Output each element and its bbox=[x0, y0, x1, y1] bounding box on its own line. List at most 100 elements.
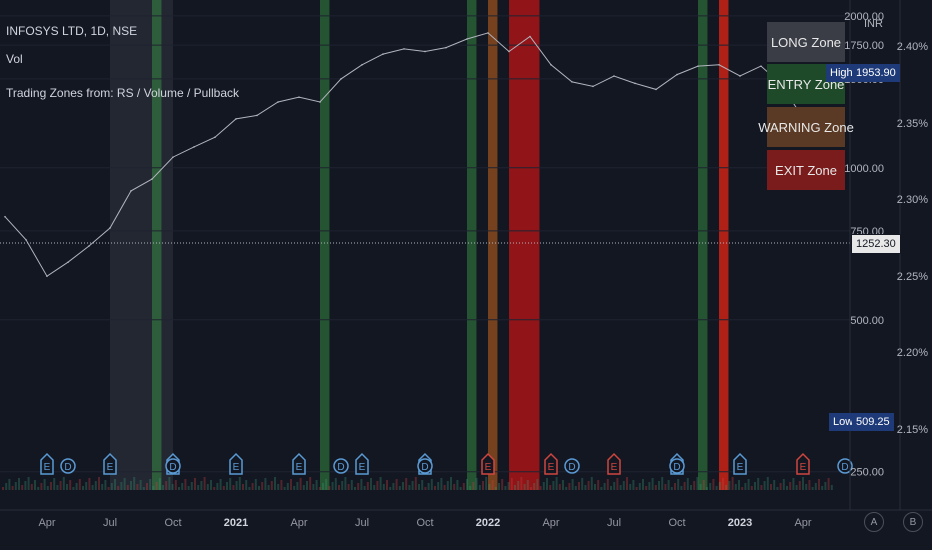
price-point bbox=[193, 146, 195, 148]
svg-text:D: D bbox=[673, 462, 680, 473]
volume-bar bbox=[491, 480, 494, 490]
price-tick-label: 500.00 bbox=[850, 315, 884, 327]
volume-indicator-label[interactable]: Vol bbox=[6, 52, 23, 66]
volume-bar bbox=[62, 477, 65, 490]
volume-bar bbox=[715, 486, 718, 490]
volume-bar bbox=[123, 478, 126, 490]
earnings-marker[interactable]: E bbox=[481, 452, 495, 475]
volume-bar bbox=[37, 487, 40, 490]
symbol-title[interactable]: INFOSYS LTD, 1D, NSE bbox=[6, 24, 138, 38]
price-point bbox=[571, 81, 573, 83]
volume-bar bbox=[110, 483, 113, 490]
volume-bar bbox=[152, 486, 155, 490]
dividend-marker[interactable]: D bbox=[60, 458, 76, 474]
volume-bar bbox=[14, 482, 17, 490]
price-point bbox=[88, 245, 90, 247]
trading-zones-indicator-label[interactable]: Trading Zones from: RS / Volume / Pullba… bbox=[6, 86, 239, 100]
volume-bar bbox=[117, 486, 120, 490]
volume-bar bbox=[270, 481, 273, 490]
svg-text:D: D bbox=[841, 462, 848, 473]
volume-bar bbox=[437, 482, 440, 490]
volume-bar bbox=[453, 484, 456, 490]
volume-bar bbox=[581, 478, 584, 490]
price-point bbox=[67, 261, 69, 264]
volume-bar bbox=[526, 480, 529, 490]
volume-bar bbox=[178, 487, 180, 490]
earnings-marker[interactable]: E bbox=[292, 452, 306, 475]
price-point bbox=[445, 46, 447, 49]
time-tick-label: 2021 bbox=[224, 517, 248, 529]
dividend-marker[interactable]: D bbox=[837, 458, 853, 474]
volume-bar bbox=[414, 477, 417, 490]
pct-tick-label: 2.25% bbox=[897, 271, 928, 283]
dividend-marker[interactable]: D bbox=[165, 458, 181, 474]
volume-bar bbox=[424, 487, 427, 490]
volume-bar bbox=[626, 477, 628, 490]
earnings-marker[interactable]: E bbox=[229, 452, 243, 475]
zone-entry-3 bbox=[467, 0, 477, 490]
volume-bar bbox=[158, 478, 161, 490]
volume-bar bbox=[18, 478, 20, 490]
earnings-marker[interactable]: E bbox=[40, 452, 54, 475]
volume-bar bbox=[101, 484, 104, 490]
volume-bar bbox=[114, 479, 116, 490]
log-scale-button[interactable]: B bbox=[903, 512, 923, 532]
time-tick-label: Apr bbox=[542, 517, 559, 529]
volume-bar bbox=[814, 483, 817, 490]
volume-bar bbox=[635, 487, 638, 490]
volume-bar bbox=[718, 482, 721, 490]
earnings-marker[interactable]: E bbox=[103, 452, 117, 475]
volume-bar bbox=[574, 486, 577, 490]
volume-bar bbox=[536, 479, 539, 490]
auto-scale-button[interactable]: A bbox=[864, 512, 884, 532]
price-point bbox=[655, 88, 657, 91]
volume-bar bbox=[750, 486, 753, 490]
earnings-marker[interactable]: E bbox=[733, 452, 747, 475]
volume-bar bbox=[600, 487, 603, 490]
volume-bar bbox=[606, 479, 609, 490]
volume-bar bbox=[40, 483, 43, 490]
volume-bar bbox=[523, 484, 526, 490]
price-point bbox=[256, 114, 258, 117]
price-point bbox=[508, 50, 510, 53]
volume-bar bbox=[520, 477, 523, 490]
volume-bar bbox=[389, 487, 392, 490]
volume-bars bbox=[2, 477, 833, 490]
volume-bar bbox=[472, 482, 475, 490]
events-layer: EDEEDEEDEEDEEDEEDEED bbox=[40, 452, 853, 475]
svg-text:D: D bbox=[64, 462, 71, 473]
volume-bar bbox=[514, 485, 516, 490]
volume-bar bbox=[258, 486, 260, 490]
volume-bar bbox=[827, 478, 830, 490]
dividend-marker[interactable]: D bbox=[669, 458, 685, 474]
volume-bar bbox=[27, 477, 30, 490]
price-point bbox=[739, 75, 741, 77]
volume-bar bbox=[280, 480, 283, 490]
earnings-marker[interactable]: E bbox=[544, 452, 558, 475]
zone-entry-1 bbox=[152, 0, 162, 490]
volume-bar bbox=[494, 487, 497, 490]
volume-bar bbox=[331, 482, 334, 490]
plot-background bbox=[0, 0, 850, 510]
volume-bar bbox=[408, 485, 411, 490]
volume-bar bbox=[498, 483, 500, 490]
high-label: High bbox=[826, 64, 857, 82]
volume-bar bbox=[456, 480, 459, 490]
volume-bar bbox=[411, 481, 414, 490]
earnings-marker[interactable]: E bbox=[796, 452, 810, 475]
volume-bar bbox=[306, 481, 308, 490]
dividend-marker[interactable]: D bbox=[417, 458, 433, 474]
volume-bar bbox=[88, 478, 91, 490]
svg-text:E: E bbox=[611, 462, 618, 473]
volume-bar bbox=[146, 483, 148, 490]
zone-exit-5 bbox=[509, 0, 540, 490]
dividend-marker[interactable]: D bbox=[564, 458, 580, 474]
earnings-marker[interactable]: E bbox=[355, 452, 369, 475]
svg-text:E: E bbox=[44, 462, 51, 473]
dividend-marker[interactable]: D bbox=[333, 458, 349, 474]
price-point bbox=[592, 85, 594, 88]
volume-bar bbox=[318, 487, 321, 490]
volume-bar bbox=[382, 484, 385, 490]
earnings-marker[interactable]: E bbox=[607, 452, 621, 475]
